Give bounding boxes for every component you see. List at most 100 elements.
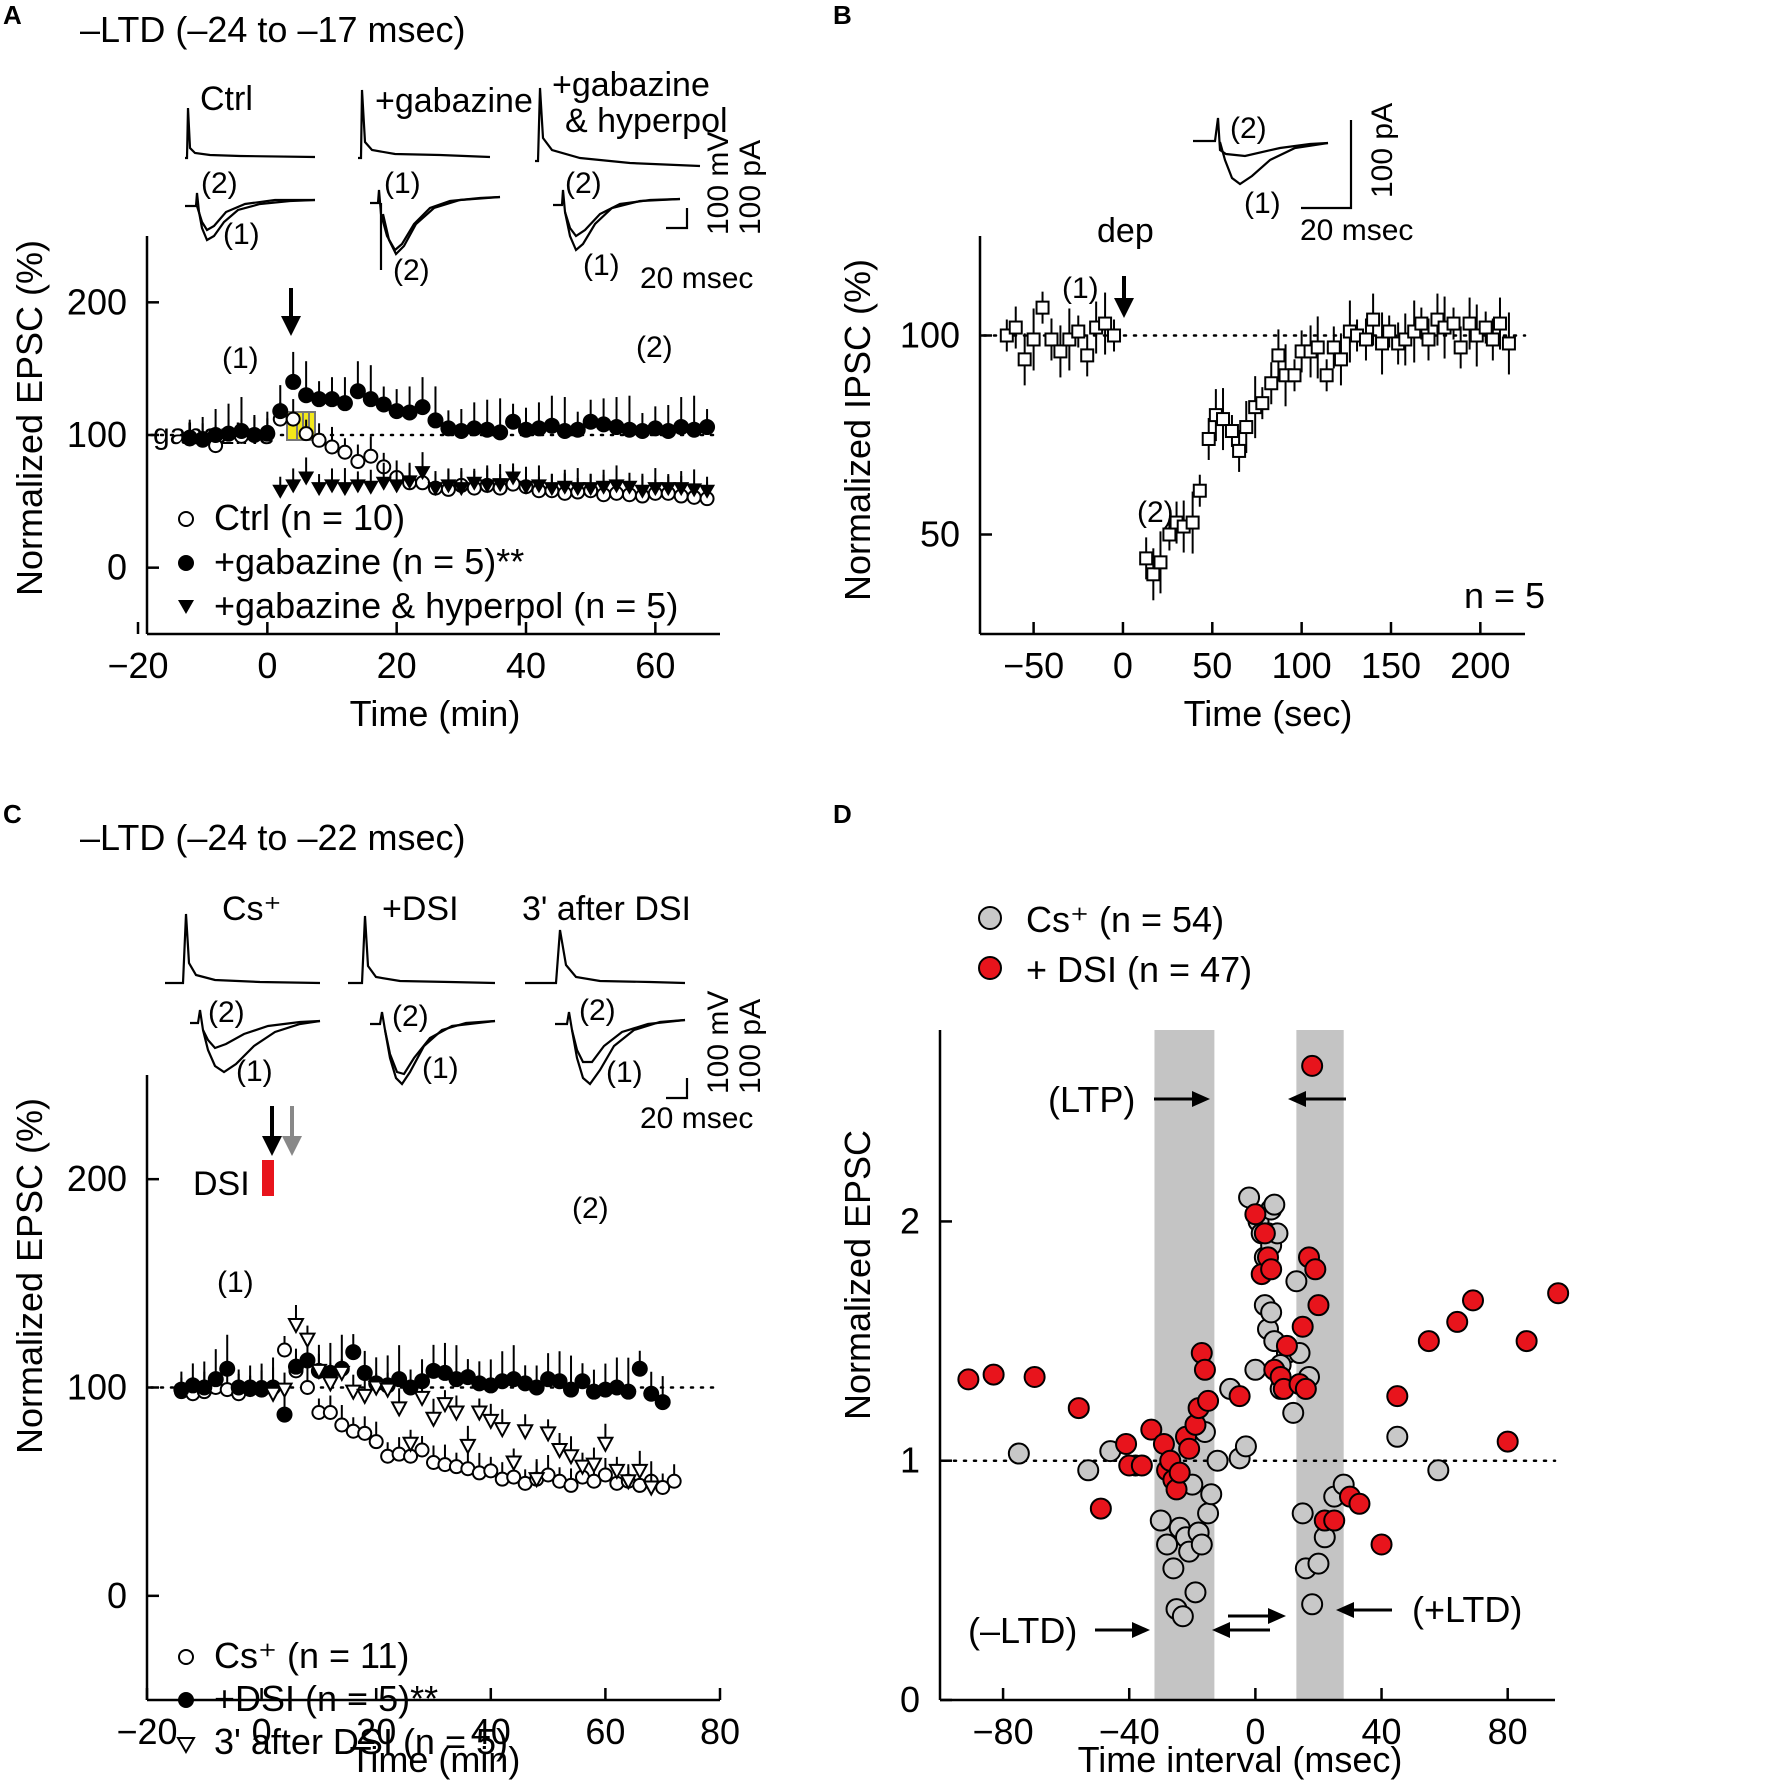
data-point: [264, 1386, 282, 1403]
data-point: [957, 1368, 980, 1391]
trace-ipsc-1: [1218, 141, 1329, 186]
data-point: [1260, 1258, 1283, 1281]
data-point: [272, 484, 289, 499]
data-point: [1077, 1459, 1100, 1482]
data-point: [1067, 1397, 1090, 1420]
data-point: [259, 425, 276, 442]
data-point: [597, 1467, 613, 1483]
panel-b-ylabel: Normalized IPSC (%): [837, 259, 878, 601]
panel-b-n: n = 5: [1464, 575, 1545, 616]
panel-d-ylabel: Normalized EPSC: [837, 1130, 878, 1420]
panel-a-trace-mark-1b: (1): [384, 167, 421, 200]
pos-ltd-arrow-head: [1336, 1602, 1354, 1618]
data-point: [1007, 1442, 1030, 1465]
x-tick-label: 80: [1488, 1711, 1528, 1752]
data-point: [362, 480, 379, 495]
data-point: [585, 1457, 603, 1474]
data-point: [1216, 412, 1231, 427]
data-point: [427, 412, 444, 429]
data-point: [556, 480, 573, 495]
y-tick-label: 100: [67, 414, 127, 455]
data-point: [357, 1425, 373, 1441]
data-point: [447, 1405, 466, 1422]
data-point: [582, 482, 599, 497]
data-point: [324, 479, 340, 494]
panel-d-xlabel: Time interval (msec): [1078, 1739, 1403, 1780]
panel-a-trace-mark-2b: (2): [393, 254, 430, 287]
legend-c-3after-marker: [176, 1737, 196, 1755]
data-point: [1184, 1581, 1207, 1604]
panel-c-trace-mark-1c: (1): [606, 1056, 643, 1089]
legend-a-hyperpol: +gabazine & hyperpol (n = 5): [214, 585, 678, 626]
data-point: [1044, 332, 1059, 347]
data-point: [1193, 1358, 1216, 1381]
data-point: [196, 1379, 213, 1396]
data-point: [466, 420, 483, 437]
panel-b-scale-bar: [1301, 120, 1353, 210]
data-point: [1326, 340, 1341, 355]
panel-b-plot: [999, 291, 1516, 601]
data-point: [527, 1472, 546, 1489]
data-point: [440, 479, 457, 494]
data-point: [1206, 1449, 1229, 1472]
trace-hyperpol-epsc-2: [563, 197, 681, 238]
data-point: [479, 421, 496, 438]
data-point: [453, 423, 470, 440]
panel-c-annot-1: (1): [217, 1266, 254, 1299]
data-point: [1310, 340, 1325, 355]
data-point: [1168, 1461, 1191, 1484]
data-point: [1386, 1425, 1409, 1448]
data-point: [414, 399, 431, 416]
data-point: [621, 480, 638, 495]
data-point: [1197, 1502, 1220, 1525]
data-point: [1244, 1358, 1267, 1381]
data-point: [647, 482, 664, 497]
data-point: [518, 421, 534, 438]
data-point: [1446, 316, 1461, 331]
panel-c-scale-h: 20 msec: [640, 1102, 753, 1135]
data-point: [362, 391, 379, 408]
panel-c-scale-v2: 100 pA: [734, 999, 767, 1094]
data-point: [699, 484, 716, 499]
panel-c-legend: Cs⁺ (n = 11) +DSI (n = 5)** 3' after DSI…: [176, 1635, 508, 1762]
data-point: [337, 444, 353, 460]
data-point: [219, 1360, 236, 1377]
panel-c-trace-mark-2a: (2): [208, 996, 245, 1029]
data-point: [1264, 376, 1279, 391]
panel-a-annot-1: (1): [222, 342, 259, 375]
data-point: [518, 480, 534, 495]
data-point: [424, 1411, 443, 1428]
x-tick-label: 0: [1245, 1711, 1265, 1752]
data-point: [1358, 332, 1373, 347]
data-point: [388, 403, 405, 420]
data-point: [453, 482, 470, 497]
data-point: [660, 423, 677, 440]
data-point: [311, 391, 328, 408]
data-point: [528, 1379, 545, 1396]
data-point: [1023, 1365, 1046, 1388]
x-tick-label: −80: [973, 1711, 1034, 1752]
data-point: [275, 1382, 294, 1399]
legend-a-gabazine: +gabazine (n = 5)**: [214, 541, 524, 582]
data-point: [643, 1385, 660, 1402]
trace-label-ctrl: Ctrl: [200, 80, 253, 118]
data-point: [324, 439, 340, 455]
trace-ipsc-2: [1193, 117, 1329, 158]
data-point: [1414, 316, 1429, 331]
data-point: [1263, 1193, 1286, 1216]
data-point: [1017, 352, 1032, 367]
y-tick-label: 100: [67, 1367, 127, 1408]
data-point: [440, 420, 457, 437]
data-point: [1153, 555, 1168, 570]
data-point: [1190, 1533, 1213, 1556]
data-point: [574, 1373, 591, 1390]
ltp-arrow-right-head: [1288, 1091, 1306, 1107]
data-point: [1253, 1222, 1276, 1245]
data-point: [414, 1442, 430, 1458]
data-point: [608, 1463, 626, 1480]
data-point: [1171, 1605, 1194, 1628]
trace-cs-voltage: [165, 913, 321, 985]
data-point: [1291, 1315, 1314, 1338]
data-point: [686, 421, 703, 438]
panel-a-trace-mark-1a: (1): [223, 218, 260, 251]
